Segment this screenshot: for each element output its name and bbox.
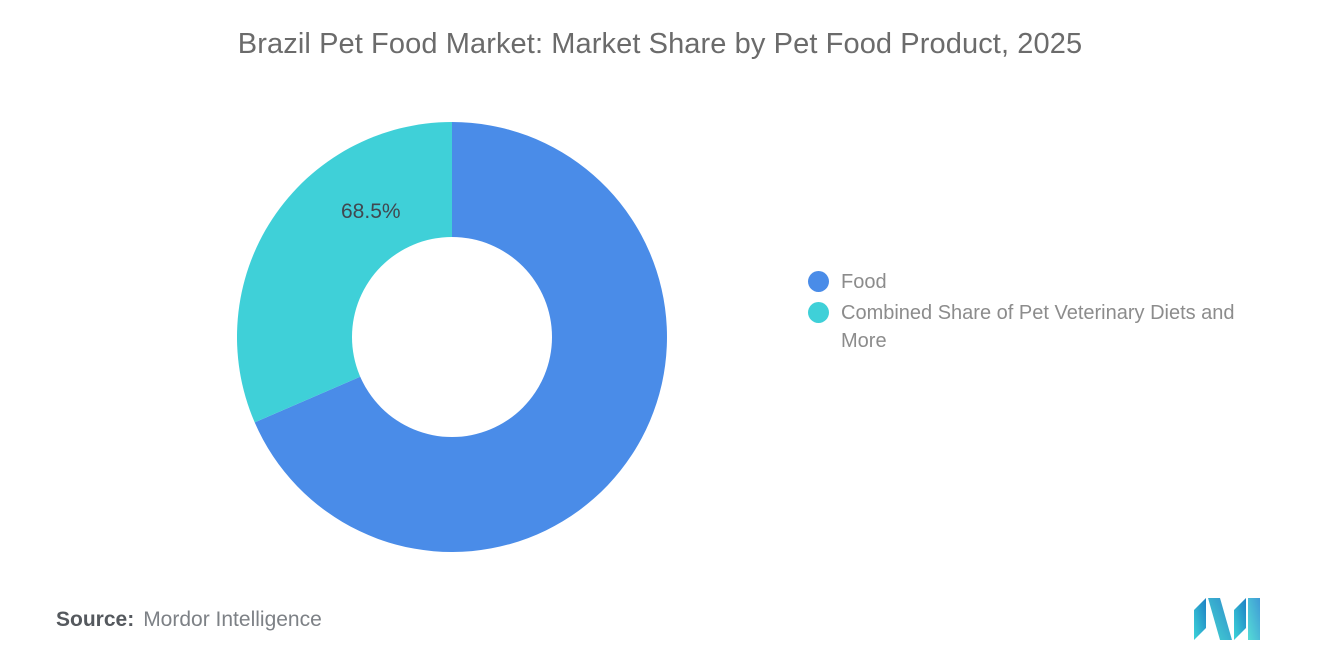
chart-legend: Food Combined Share of Pet Veterinary Di…: [808, 268, 1268, 358]
source-attribution: Source: Mordor Intelligence: [56, 608, 322, 632]
mordor-intelligence-logo-icon: [1194, 598, 1260, 640]
legend-item-label: Food: [841, 271, 887, 293]
page-title: Brazil Pet Food Market: Market Share by …: [237, 28, 1083, 60]
donut-center-hole: [352, 237, 552, 437]
footer: Source: Mordor Intelligence: [0, 598, 1320, 653]
donut-slice-value-label: 68.5%: [341, 200, 401, 223]
legend-marker-icon: [808, 302, 829, 323]
donut-chart: 68.5%: [237, 122, 667, 552]
source-value: Mordor Intelligence: [143, 608, 322, 631]
source-label: Source:: [56, 608, 135, 631]
legend-item-label: Combined Share of Pet Veterinary Diets a…: [841, 302, 1235, 352]
legend-marker-icon: [808, 271, 829, 292]
donut-chart-svg: [237, 122, 667, 552]
legend-item-combined[interactable]: Combined Share of Pet Veterinary Diets a…: [808, 299, 1268, 355]
legend-item-food[interactable]: Food: [808, 268, 1268, 296]
